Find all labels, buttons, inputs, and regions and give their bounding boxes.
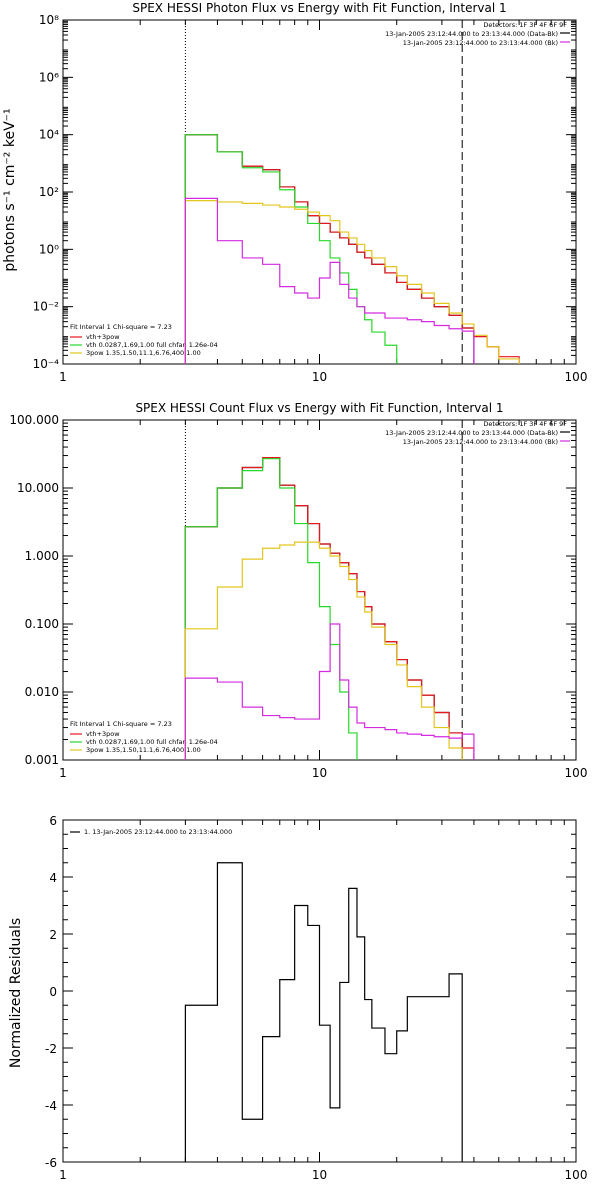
y-tick-label: 100.000 — [9, 413, 59, 427]
panel2-legend-fit-interval: Fit Interval 1 Chi-square = 7.23 — [70, 720, 172, 728]
series-group — [184, 862, 463, 1162]
panel1-legend-data-minus-bk: 13-Jan-2005 23:12:44.000 to 23:13:44.000… — [385, 30, 558, 38]
y-tick-label: 10⁻⁴ — [33, 357, 60, 371]
x-tick-label: 100 — [565, 370, 588, 384]
y-tick-label: 6 — [49, 814, 57, 828]
x-tick-label: 100 — [565, 1168, 588, 1182]
x-tick-label: 1 — [59, 370, 67, 384]
x-tick-label: 10 — [312, 766, 327, 780]
panel3-legend-top-left: 1. 13-Jan-2005 23:12:44.000 to 23:13:44.… — [70, 828, 232, 836]
x-tick-label: 10 — [312, 1168, 327, 1182]
panel2-legend-bk: 13-Jan-2005 23:12:44.000 to 23:13:44.000… — [403, 438, 558, 446]
series-magenta-histogram — [184, 623, 475, 760]
series-black-histogram — [184, 862, 463, 1162]
panel3-y-axis-label: Normalized Residuals — [8, 918, 24, 1068]
y-tick-label: 2 — [49, 928, 57, 942]
y-tick-label: 1.000 — [25, 549, 59, 563]
panel2-legend-3pow: 3pow 1.35,1.50,11.1,6.76,400,1.00 — [86, 746, 201, 754]
panel1-title: SPEX HESSI Photon Flux vs Energy with Fi… — [132, 1, 506, 15]
series-group — [184, 134, 520, 364]
panel2-legend-model: vth+3pow — [86, 730, 120, 738]
y-tick-label: 0.010 — [25, 685, 59, 699]
photon-flux-panel: SPEX HESSI Photon Flux vs Energy with Fi… — [2, 1, 588, 384]
x-tick-label: 1 — [59, 766, 67, 780]
panel1-legend-model: vth+3pow — [86, 333, 120, 341]
panel2-legend-vth: vth 0.0287,1.69,1.00 full chfan 1.26e-04 — [86, 738, 218, 746]
y-tick-label: 10² — [39, 185, 59, 199]
y-tick-label: 10⁻² — [33, 300, 60, 314]
panel1-legend-fit-interval: Fit Interval 1 Chi-square = 7.23 — [70, 323, 172, 331]
panel1-legend-bottom-left: Fit Interval 1 Chi-square = 7.23 vth+3po… — [70, 323, 218, 357]
count-flux-panel: SPEX HESSI Count Flux vs Energy with Fit… — [9, 401, 588, 780]
panel2-legend-data-minus-bk: 13-Jan-2005 23:12:44.000 to 23:13:44.000… — [385, 429, 558, 437]
panel1-legend-3pow: 3pow 1.35,1.50,11.1,6.76,400,1.00 — [86, 349, 201, 357]
y-tick-label: -6 — [45, 1156, 57, 1170]
y-tick-label: 10⁰ — [39, 242, 59, 256]
series-green-histogram — [184, 134, 398, 364]
panel2-title: SPEX HESSI Count Flux vs Energy with Fit… — [135, 401, 503, 415]
residuals-panel: Normalized Residuals 1. 13-Jan-2005 23:1… — [8, 814, 588, 1182]
y-tick-label: -4 — [45, 1099, 57, 1113]
y-tick-label: 0.100 — [25, 617, 59, 631]
x-tick-label: 10 — [312, 370, 327, 384]
panel1-legend-bk: 13-Jan-2005 23:12:44.000 to 23:13:44.000… — [403, 39, 558, 47]
y-tick-label: 10.000 — [17, 481, 59, 495]
y-tick-label: -2 — [45, 1042, 57, 1056]
panel1-legend-detectors: Detectors: 1F 3F 4F 6F 9F — [483, 21, 567, 29]
panel2-legend-top-right: Detectors: 1F 3F 4F 6F 9F 13-Jan-2005 23… — [385, 420, 570, 446]
y-tick-label: 0.001 — [25, 753, 59, 767]
series-magenta-histogram — [184, 197, 475, 364]
series-yellow-histogram — [184, 541, 463, 760]
y-tick-label: 0 — [49, 985, 57, 999]
panel1-y-axis-label: photons s⁻¹ cm⁻² keV⁻¹ — [2, 108, 18, 271]
y-tick-label: 4 — [49, 871, 57, 885]
panel3-legend-interval: 1. 13-Jan-2005 23:12:44.000 to 23:13:44.… — [84, 828, 232, 836]
series-yellow-histogram — [184, 200, 520, 364]
panel2-legend-detectors: Detectors: 1F 3F 4F 6F 9F — [483, 420, 567, 428]
y-tick-label: 10⁴ — [39, 128, 59, 142]
series-green-histogram — [184, 458, 358, 760]
y-tick-label: 10⁶ — [39, 70, 59, 84]
panel2-legend-bottom-left: Fit Interval 1 Chi-square = 7.23 vth+3po… — [70, 720, 218, 754]
panel1-legend-top-right: Detectors: 1F 3F 4F 6F 9F 13-Jan-2005 23… — [385, 21, 570, 47]
panel1-legend-vth: vth 0.0287,1.69,1.00 full chfan 1.26e-04 — [86, 341, 218, 349]
y-tick-label: 10⁸ — [39, 13, 59, 27]
x-tick-label: 100 — [565, 766, 588, 780]
x-tick-label: 1 — [59, 1168, 67, 1182]
series-group — [184, 456, 475, 760]
